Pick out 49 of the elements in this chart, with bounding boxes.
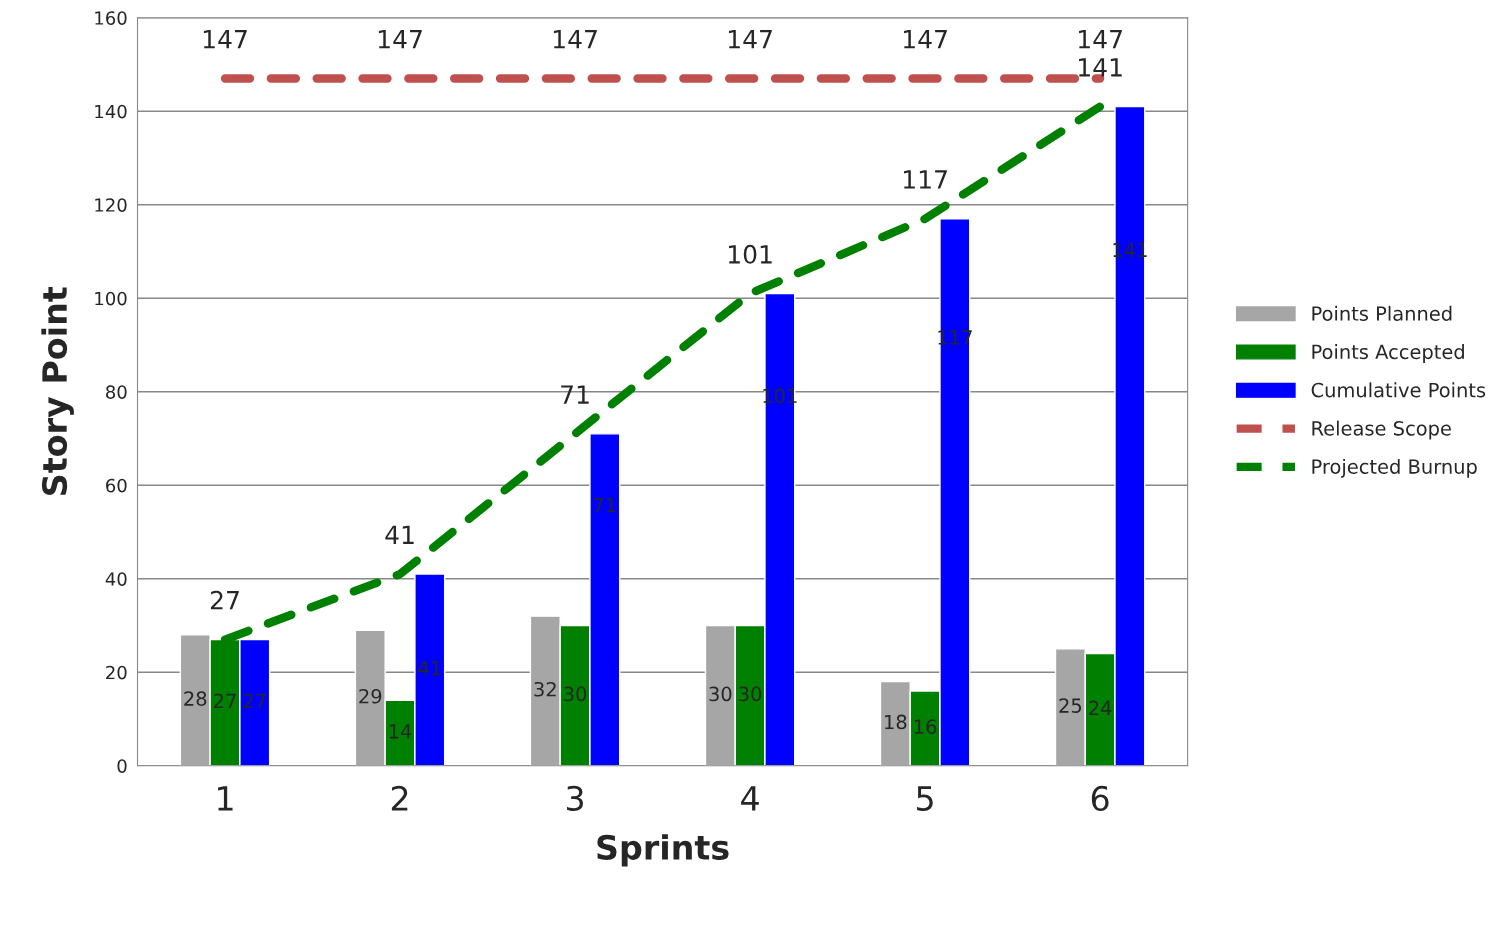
y-tick-label: 140 bbox=[95, 104, 127, 119]
data-label: 29 bbox=[359, 688, 382, 704]
data-label: 27 bbox=[214, 693, 236, 709]
legend-label: Projected Burnup bbox=[1312, 458, 1477, 478]
y-tick-label: 100 bbox=[95, 291, 127, 306]
data-label: 30 bbox=[709, 686, 732, 702]
data-label: 30 bbox=[739, 686, 762, 702]
x-tick-label: 4 bbox=[741, 786, 759, 811]
data-label: 141 bbox=[1079, 58, 1122, 77]
data-label: 147 bbox=[904, 30, 947, 49]
data-label: 117 bbox=[904, 170, 947, 189]
x-tick-label: 6 bbox=[1091, 785, 1109, 812]
y-axis-title: Story Point bbox=[41, 287, 74, 495]
x-tick-label: 2 bbox=[391, 785, 408, 811]
y-tick-label: 120 bbox=[95, 198, 127, 212]
data-label: 41 bbox=[418, 661, 441, 676]
data-label: 41 bbox=[385, 525, 414, 544]
data-label: 147 bbox=[378, 30, 422, 49]
y-tick-label: 60 bbox=[106, 478, 127, 493]
legend-label: Release Scope bbox=[1312, 420, 1451, 440]
data-label: 28 bbox=[184, 691, 207, 706]
data-label: 27 bbox=[210, 590, 239, 610]
legend-label: Points Planned bbox=[1312, 305, 1452, 321]
data-label: 25 bbox=[1059, 698, 1082, 713]
data-label: 16 bbox=[914, 719, 937, 735]
data-label: 14 bbox=[389, 724, 412, 739]
data-label: 32 bbox=[534, 681, 556, 697]
x-axis-title: Sprints bbox=[597, 834, 729, 867]
data-label: 18 bbox=[885, 714, 907, 730]
y-tick-label: 80 bbox=[106, 385, 127, 399]
y-tick-label: 20 bbox=[106, 665, 127, 680]
data-label: 101 bbox=[728, 244, 772, 264]
data-label: 24 bbox=[1089, 700, 1112, 716]
data-label: 147 bbox=[553, 30, 597, 49]
data-label: 147 bbox=[1079, 30, 1122, 49]
x-tick-label: 5 bbox=[917, 786, 933, 812]
data-label: 147 bbox=[728, 30, 772, 49]
data-label: 147 bbox=[203, 30, 247, 49]
data-label: 30 bbox=[564, 686, 587, 702]
y-tick-label: 0 bbox=[117, 759, 127, 773]
legend-label: Cumulative Points bbox=[1311, 382, 1486, 398]
data-label: 71 bbox=[594, 498, 616, 513]
data-label: 71 bbox=[561, 385, 589, 404]
y-tick-label: 160 bbox=[95, 11, 127, 25]
y-tick-label: 40 bbox=[105, 572, 127, 586]
data-label: 27 bbox=[243, 693, 266, 709]
x-tick-label: 3 bbox=[567, 785, 583, 812]
legend-label: Points Accepted bbox=[1312, 344, 1464, 363]
x-tick-label: 1 bbox=[218, 786, 233, 811]
